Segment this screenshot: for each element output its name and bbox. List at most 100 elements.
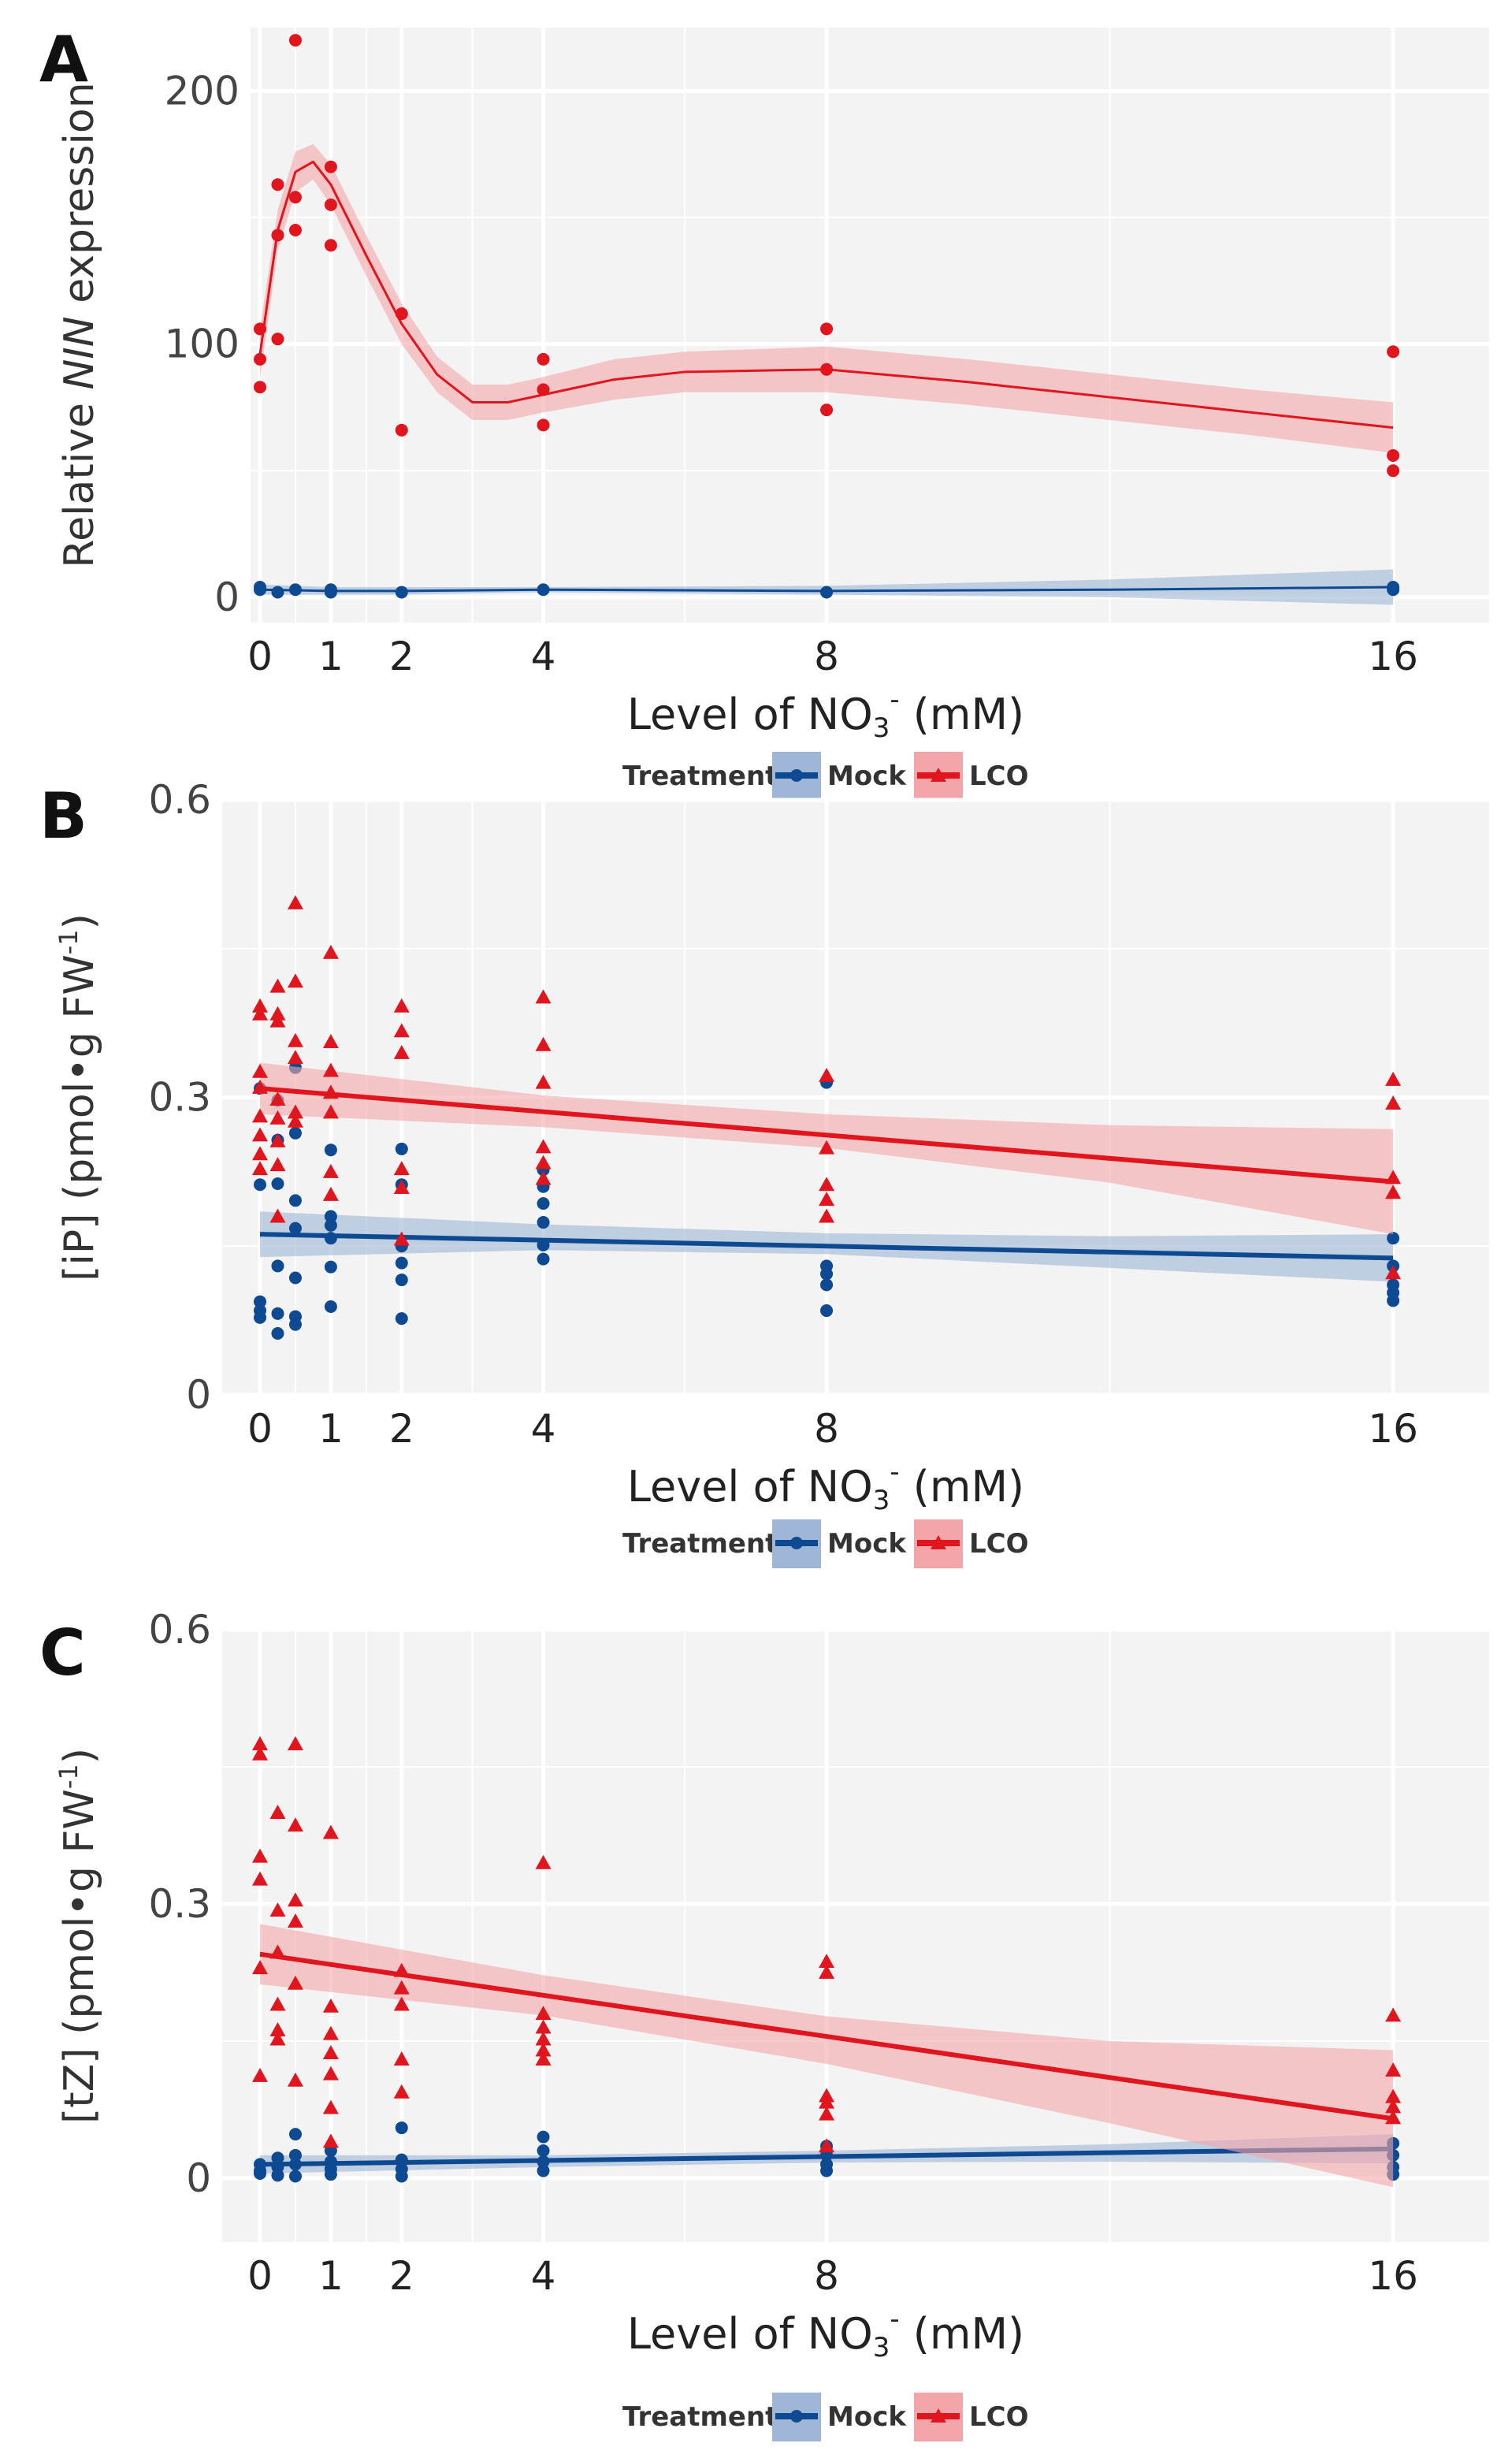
data-point-mock xyxy=(271,586,284,599)
data-point-lco xyxy=(1385,2007,1402,2022)
data-point-lco xyxy=(535,2006,552,2021)
y-tick-label: 0 xyxy=(214,575,240,620)
data-point-lco xyxy=(322,1163,339,1178)
data-point-lco xyxy=(819,1140,835,1155)
data-point-lco xyxy=(535,1036,552,1051)
data-point-mock xyxy=(820,586,834,599)
x-tick-label: 8 xyxy=(814,2253,839,2299)
data-point-lco xyxy=(535,2051,552,2066)
data-point-lco xyxy=(271,178,284,192)
data-point-lco xyxy=(269,1110,286,1125)
data-point-lco xyxy=(287,894,303,909)
data-point-mock xyxy=(324,2168,337,2181)
series-mock xyxy=(254,1061,1400,1340)
series-mock xyxy=(254,2121,1400,2183)
data-point-lco xyxy=(322,2025,339,2040)
y-tick-label: 0 xyxy=(186,2155,211,2201)
data-point-lco xyxy=(269,2031,286,2046)
data-point-lco xyxy=(252,1735,268,1750)
fit-line-lco xyxy=(258,160,1394,429)
data-point-lco xyxy=(269,2021,286,2036)
data-point-lco xyxy=(254,352,266,366)
legend-label-lco: LCO xyxy=(969,2401,1029,2433)
data-point-lco xyxy=(1385,1095,1402,1110)
y-tick-label: 0.6 xyxy=(148,777,211,823)
panel-label: B xyxy=(39,779,87,853)
x-tick-label: 8 xyxy=(814,1406,839,1452)
confidence-band-lco xyxy=(260,1062,1394,1235)
data-point-lco xyxy=(1385,1184,1402,1199)
data-point-mock xyxy=(324,1300,337,1314)
data-point-lco xyxy=(252,1006,268,1021)
data-point-lco xyxy=(322,1824,339,1839)
data-point-mock xyxy=(288,1194,302,1207)
x-tick-label: 16 xyxy=(1368,1406,1418,1452)
data-point-lco xyxy=(535,2019,552,2034)
data-point-lco xyxy=(393,1161,410,1176)
data-point-mock xyxy=(288,2148,302,2162)
data-point-lco xyxy=(537,383,550,396)
data-point-mock xyxy=(395,2170,408,2183)
data-point-mock xyxy=(1387,1294,1400,1307)
data-point-lco xyxy=(254,322,266,336)
legend-title: Treatment xyxy=(622,2401,778,2433)
data-point-lco xyxy=(252,1848,268,1863)
data-point-lco xyxy=(535,1155,552,1170)
fit-line-lco xyxy=(259,1086,1394,1184)
data-point-mock xyxy=(288,1126,302,1140)
data-point-lco xyxy=(393,1980,410,1995)
data-point-lco xyxy=(324,239,337,252)
data-point-lco xyxy=(393,1231,410,1246)
data-point-lco xyxy=(252,1063,268,1078)
x-tick-label: 1 xyxy=(318,1406,344,1452)
x-axis-title: Level of NO3- (mM) xyxy=(627,1456,1024,1516)
data-point-lco xyxy=(269,1208,286,1223)
data-point-lco xyxy=(287,1113,303,1128)
legend: Treatment Mock LCO xyxy=(622,1519,1029,1568)
data-point-lco xyxy=(322,1084,339,1099)
data-point-lco xyxy=(288,191,302,204)
data-point-lco xyxy=(254,381,266,394)
data-point-lco xyxy=(1385,2099,1402,2114)
data-point-lco xyxy=(1385,1170,1402,1184)
y-tick-label: 0 xyxy=(186,1372,211,1418)
data-point-lco xyxy=(252,1960,268,1975)
data-point-lco xyxy=(324,198,337,211)
data-point-mock xyxy=(254,1178,266,1192)
fit-line-lco xyxy=(259,1951,1394,2121)
data-point-lco xyxy=(819,1208,835,1223)
data-point-lco xyxy=(269,1091,286,1106)
data-point-lco xyxy=(1385,2110,1402,2125)
legend-label-lco: LCO xyxy=(969,760,1029,792)
data-point-mock xyxy=(324,1210,337,1223)
data-point-mock xyxy=(395,1274,408,1287)
data-point-lco xyxy=(269,1013,286,1028)
data-point-lco xyxy=(287,1104,303,1119)
data-point-lco xyxy=(1387,464,1400,478)
data-point-lco xyxy=(535,2042,552,2057)
confidence-band-lco xyxy=(260,1924,1394,2188)
data-point-lco xyxy=(395,423,408,437)
data-point-lco xyxy=(288,34,302,47)
data-point-lco xyxy=(535,1854,552,1869)
data-point-lco xyxy=(393,998,410,1013)
data-point-mock xyxy=(324,1218,337,1232)
legend-title: Treatment xyxy=(622,760,778,792)
data-point-mock xyxy=(820,1267,834,1281)
x-tick-label: 2 xyxy=(389,1406,414,1452)
legend-label-mock: Mock xyxy=(827,1528,907,1560)
legend-label-mock: Mock xyxy=(827,2401,907,2433)
data-point-lco xyxy=(819,1192,835,1207)
data-point-lco xyxy=(269,1132,286,1147)
legend-label-mock: Mock xyxy=(827,760,907,792)
data-point-lco xyxy=(252,1161,268,1176)
data-point-mock xyxy=(288,583,302,597)
data-point-mock xyxy=(395,1142,408,1155)
data-point-mock xyxy=(395,586,408,599)
data-point-lco xyxy=(1385,2088,1402,2103)
x-tick-label: 2 xyxy=(389,634,414,679)
data-point-lco xyxy=(535,1170,552,1185)
